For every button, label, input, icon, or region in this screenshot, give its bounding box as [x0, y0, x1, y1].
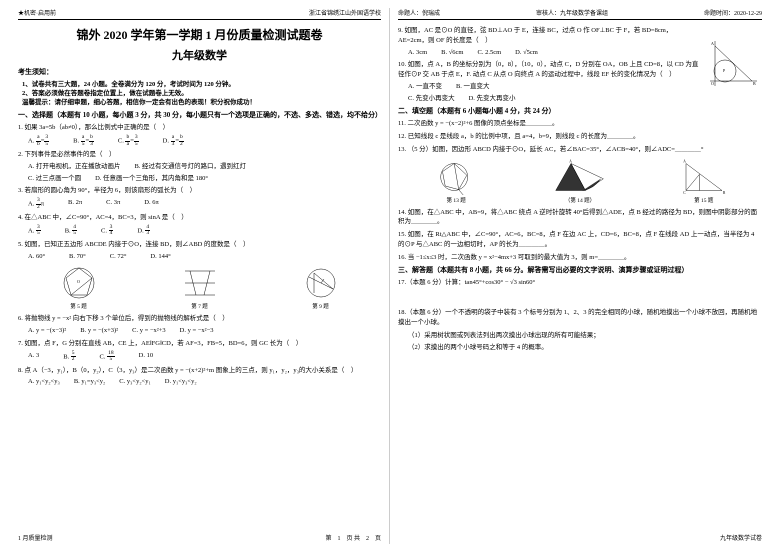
page-right: 命题人：倪瑞成 审核人：九年级数学备课组 命题时间：2020-12-29 9. …	[390, 8, 770, 544]
fig7: 第 7 题	[172, 265, 227, 310]
fig9: 第 9 题	[293, 265, 348, 310]
fig10: A B O P	[707, 36, 762, 96]
svg-text:A: A	[711, 41, 714, 46]
q5: 5. 如图，已知正五边形 ABCDE 内接于⊙O，连接 BD，则∠ABD 的度数…	[18, 240, 381, 262]
hr-left	[18, 19, 381, 20]
instr-1: 1、试卷共有三大题，24 小题。全卷满分为 120 分，考试时间为 120 分钟…	[22, 80, 381, 89]
q9-choices: A. 3cmB. √6cm C. 2.5cmD. √5cm	[408, 48, 702, 58]
fig15: A C B 第 15 题	[676, 159, 731, 204]
section1-title: 一、选择题（本题有 10 小题，每小题 3 分，共 30 分，每小题只有一个选项…	[18, 110, 381, 120]
q4-choices: A. 35 B. 45 C. 34 D. 43	[28, 225, 381, 237]
hr-right	[398, 19, 762, 20]
footer-left: 1 月质量检测 第 1 页 共 2 页	[18, 533, 381, 542]
fig14: A （第 14 题）	[545, 159, 615, 204]
q2-choices-2: C. 过三点画一个圆D. 任意画一个三角形，其内角和是 180°	[28, 174, 381, 184]
title-main: 锦外 2020 学年第一学期 1 月份质量检测试题卷	[18, 26, 381, 43]
section3-title: 三、解答题（本题共有 8 小题，共 66 分。解答需写出必要的文字说明、演算步骤…	[398, 265, 762, 275]
figures-row-1: O 第 5 题 第 7 题 第 9 题	[18, 265, 381, 310]
instr-tip: 温馨提示：请仔细审题，细心答题，相信你一定会有出色的表现！积分祝你成功！	[22, 98, 381, 107]
svg-text:A: A	[683, 159, 686, 163]
svg-text:B: B	[723, 191, 726, 195]
q6: 6. 将抛物线 y = −x² 向右下移 3 个单位后，得到的抛物线的解析式是（…	[18, 314, 381, 336]
footer-right: 九年级数学试卷	[398, 533, 762, 542]
q1-choices: A. ab=35 B. a5=b3 C. ba=35 D. a3=b2	[28, 135, 381, 147]
q2: 2. 下列事件是必然事件的是（ ） A. 打开电视机，正在播放动画片B. 经过有…	[18, 150, 381, 183]
school-label: 浙江省锦绣江山外国语学校	[309, 8, 381, 17]
q8: 8. 点 A（−3，y₁），B（0，y₂），C（3，y₃）是二次函数 y = −…	[18, 366, 381, 388]
fig13: 第 13 题	[429, 159, 484, 204]
q16: 16. 当 −1≤x≤3 时，二次函数 y = x²−4mx+3 可取到的最大值…	[398, 253, 762, 263]
svg-text:O: O	[77, 279, 80, 284]
q8-choices: A. y₁<y₂<y₃B. y₁=y₃<y₂ C. y₃<y₂<y₁D. y₁<…	[28, 377, 381, 387]
top-meta-right: 命题人：倪瑞成 审核人：九年级数学备课组 命题时间：2020-12-29	[398, 8, 762, 17]
q6-choices: A. y = −(x−3)²B. y = −(x+3)² C. y = −x²+…	[28, 326, 381, 336]
svg-text:B: B	[753, 81, 756, 86]
q13: 13. （5 分）如图，因边形 ABCD 内接于⊙O，延长 AC，若∠BAC=3…	[398, 145, 762, 155]
fig5: O 第 5 题	[51, 265, 106, 310]
figures-row-2: 第 13 题 A （第 14 题） A C B 第 15 题	[398, 159, 762, 204]
q7-choices: A. 3 B. 52 C. 185 D. 10	[28, 351, 381, 363]
q17: 17.（本题 6 分）计算：tan45°+cos30° − √3 sin60°	[398, 278, 762, 288]
q12: 12. 已知线段 c 是线段 a，b 的比例中项，且 a=4，b=9，则线段 c…	[398, 132, 762, 142]
svg-text:A: A	[569, 159, 572, 163]
q10-choices-2: C. 先变小再变大D. 先变大再变小	[408, 94, 702, 104]
q3: 3. 若扇形的圆心角为 90°，半径为 6，则该扇形的弧长为（ ） A. 32π…	[18, 186, 381, 210]
secret-label: ★机密·启用前	[18, 8, 56, 17]
page-left: ★机密·启用前 浙江省锦绣江山外国语学校 锦外 2020 学年第一学期 1 月份…	[10, 8, 390, 544]
tip-label: 温馨提示：	[22, 99, 55, 106]
q10-choices: A. 一直不变B. 一直变大	[408, 82, 702, 92]
q1: 1. 如果 3a=5b（ab≠0），那么比例式中正确的是（ ） A. ab=35…	[18, 123, 381, 147]
top-meta-left: ★机密·启用前 浙江省锦绣江山外国语学校	[18, 8, 381, 17]
instructions-header: 考生须知：	[18, 67, 381, 77]
q15: 15. 如图，在 Rt△ABC 中，∠C=90°，AC=6，BC=8，点 F 在…	[398, 230, 762, 250]
q14: 14. 如图，在△ABC 中，AB=9，将△ABC 绕点 A 逆时针旋转 40°…	[398, 208, 762, 228]
title-sub: 九年级数学	[18, 47, 381, 63]
q18: 18.（本题 6 分）一个不透明的袋子中装有 3 个标号分别为 1、2、3 的完…	[398, 308, 762, 353]
svg-text:P: P	[723, 68, 726, 73]
q4: 4. 在△ABC 中，∠C=90°，AC=4，BC=3，则 sinA 是（ ） …	[18, 213, 381, 237]
q11: 11. 二次函数 y = −(x−2)²+6 图像的顶点坐标是＿＿＿＿。	[398, 119, 762, 129]
svg-text:C: C	[683, 191, 686, 195]
section2-title: 二、填空题（本题有 6 小题每小题 4 分，共 24 分）	[398, 106, 762, 116]
instr-2: 2、答案必须做在答题卷指定位置上，做在试题卷上无效。	[22, 89, 381, 98]
q2-choices-1: A. 打开电视机，正在播放动画片B. 经过有交通信号灯的路口，遇到红灯	[28, 162, 381, 172]
q7: 7. 如图，点 F，G 分别在直线 AB，CE 上，AE‖FG‖CD，若 AF=…	[18, 339, 381, 363]
svg-text:O: O	[711, 81, 714, 86]
q5-choices: A. 60° B. 70° C. 72° D. 144°	[28, 252, 381, 262]
q3-choices: A. 32π B. 2π C. 3π D. 6π	[28, 198, 381, 210]
